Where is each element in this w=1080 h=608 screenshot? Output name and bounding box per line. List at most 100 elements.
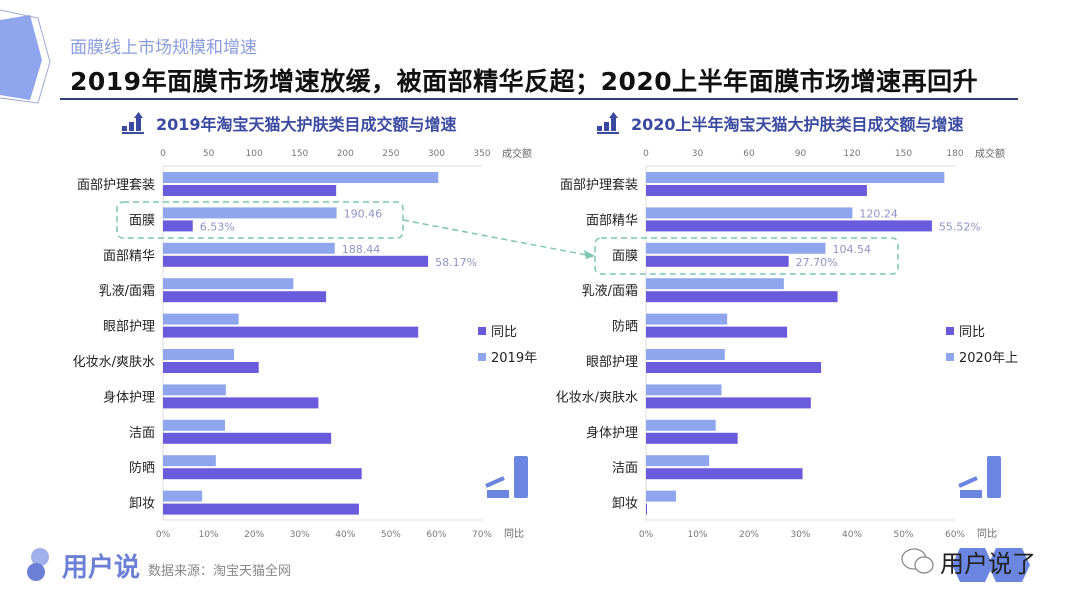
title-divider [60,98,1018,100]
data-source: 数据来源：淘宝天猫全网 [148,564,292,579]
bottom-axis-title: 同比 [977,528,997,540]
bottom-tick-label: 70% [472,530,492,540]
amount-bar [646,172,945,183]
bottom-tick-label: 20% [739,530,759,540]
yoy-bar [646,326,788,338]
legend-swatch-amount [946,353,954,361]
amount-bar [163,455,216,467]
category-label: 面部护理套装 [560,177,638,193]
category-label: 卸妆 [612,496,638,512]
amount-bar [646,490,677,502]
brand-logo: 用户说 [62,553,141,583]
top-axis-title: 成交额 [975,147,1005,160]
wechat-account-name: 用户说了 [940,550,1036,578]
top-tick-label: 150 [291,149,308,159]
top-tick-label: 0 [643,149,649,159]
amount-bar [163,490,203,502]
legend-label: 同比 [491,325,517,340]
bottom-tick-label: 50% [381,530,401,540]
yoy-bar [163,255,429,267]
yoy-bar [163,362,259,373]
amount-bar [163,313,239,325]
amount-bar [163,278,294,290]
legend-swatch-yoy [478,327,486,335]
yoy-bar [646,255,789,267]
category-label: 面膜 [612,249,638,264]
bottom-tick-label: 30% [790,530,810,540]
top-tick-label: 30 [692,149,704,159]
top-tick-label: 200 [337,149,354,159]
chart-title-text: 2020上半年淘宝天猫大护肤类目成交额与增速 [631,115,964,134]
amount-bar [646,207,853,219]
legend-swatch-yoy [946,327,954,335]
amount-bar [163,172,439,183]
arrow-head-icon [584,250,595,259]
user-say-logo-icon [27,548,49,581]
category-label: 眼部护理 [586,355,638,370]
category-label: 面部护理套装 [77,177,155,193]
section-subtitle: 面膜线上市场规模和增速 [70,38,257,58]
amount-bar [646,384,722,396]
corner-hexagon-decoration [0,15,42,100]
yoy-bar [646,503,647,515]
yoy-bar [163,503,359,515]
category-label: 洁面 [612,461,638,476]
top-tick-label: 150 [895,149,912,159]
amount-data-label: 104.54 [832,243,871,256]
category-label: 卸妆 [129,496,155,512]
chart-title-2020: 2020上半年淘宝天猫大护肤类目成交额与增速 [597,111,964,135]
yoy-bar [163,220,193,232]
top-tick-label: 60 [743,149,755,159]
category-label: 化妆水/爽肤水 [556,390,638,405]
top-axis-title: 成交额 [502,147,532,160]
yoy-bar [163,468,362,480]
corner-outline-decoration [0,9,51,104]
bar-chart-icon [597,112,619,134]
top-tick-label: 300 [428,149,445,159]
yoy-bar [646,220,932,232]
amount-data-label: 120.24 [859,207,898,220]
category-label: 身体护理 [103,389,155,405]
cosmetic-lid-icon [958,476,978,488]
footer-hexagon-decoration [952,548,993,582]
yoy-data-label: 58.17% [435,256,477,269]
legend-label: 2020年上 [959,351,1018,366]
category-label: 防晒 [612,319,638,335]
top-tick-label: 350 [473,149,490,159]
bottom-tick-label: 60% [426,530,446,540]
category-label: 面膜 [129,213,155,228]
yoy-bar [646,432,738,444]
category-label: 化妆水/爽肤水 [73,355,155,370]
category-label: 乳液/面霜 [582,284,638,299]
yoy-data-label: 27.70% [796,256,838,269]
chart-title-2019: 2019年淘宝天猫大护肤类目成交额与增速 [122,111,457,135]
top-tick-label: 50 [203,149,215,159]
wechat-icon [901,548,934,574]
bottom-tick-label: 30% [290,530,310,540]
amount-bar [646,349,725,360]
category-label: 身体护理 [586,425,638,441]
bottom-tick-label: 40% [335,530,355,540]
bottom-tick-label: 10% [199,530,219,540]
legend-swatch-amount [478,353,486,361]
bottom-tick-label: 20% [244,530,264,540]
bottom-tick-label: 0% [156,530,171,540]
cosmetic-lid-icon [485,476,505,488]
category-label: 面部精华 [586,213,638,228]
amount-bar [163,207,337,219]
amount-bar [646,313,728,325]
category-label: 面部精华 [103,249,155,264]
page-title: 2019年面膜市场增速放缓，被面部精华反超；2020上半年面膜市场增速再回升 [70,67,979,96]
bottom-axis-title: 同比 [504,528,524,540]
cosmetic-tube-icon [514,456,528,498]
yoy-bar [646,468,803,480]
amount-bar [163,349,235,360]
category-label: 防晒 [129,460,155,476]
yoy-data-label: 6.53% [200,220,235,233]
amount-bar [646,278,784,290]
bottom-tick-label: 0% [639,530,654,540]
bottom-tick-label: 60% [945,530,965,540]
category-label: 洁面 [129,426,155,441]
